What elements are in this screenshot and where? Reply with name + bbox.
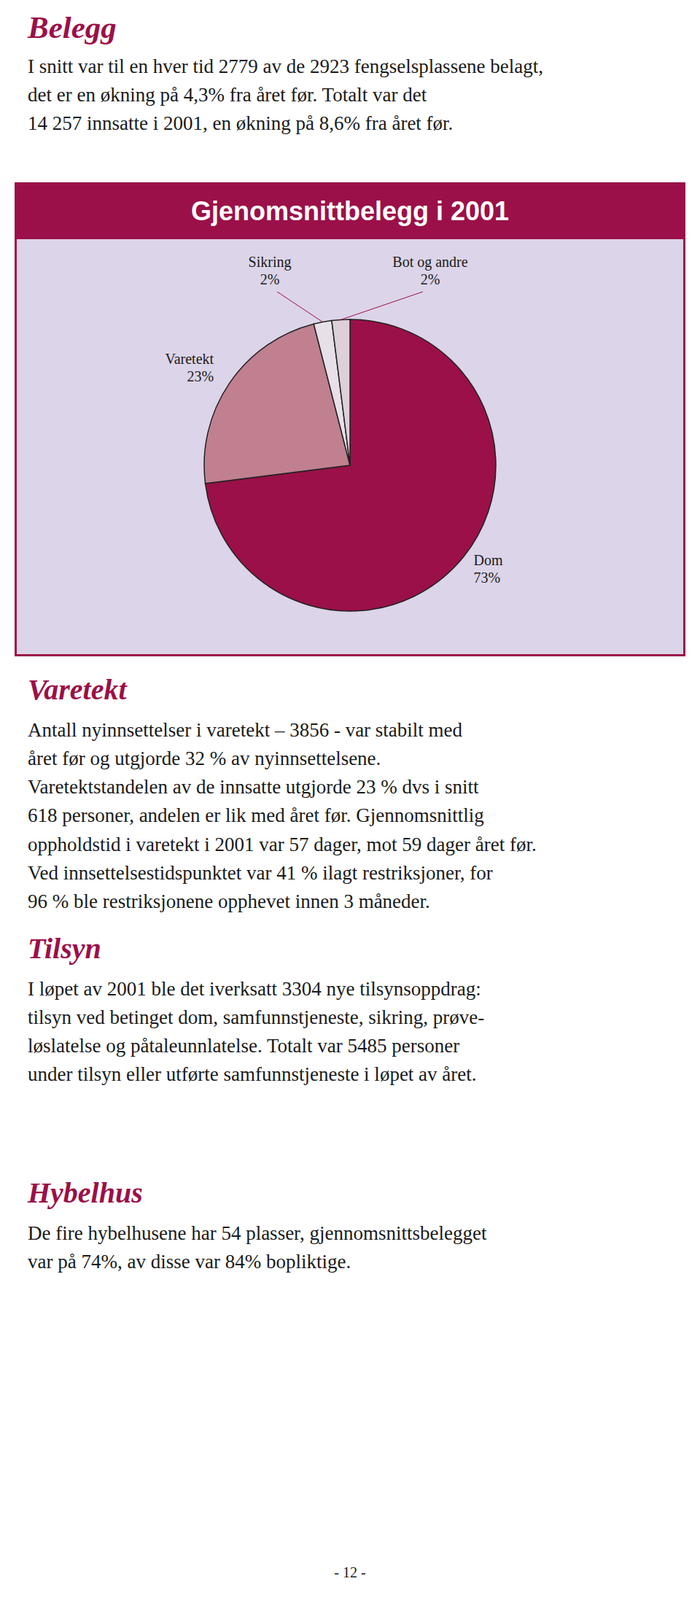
- slice-label: Dom: [473, 551, 504, 569]
- text-line: De fire hybelhusene har 54 plasser, gjen…: [27, 1219, 673, 1248]
- text-line: året før og utgjorde 32 % av nyinnsettel…: [27, 744, 673, 773]
- leader-line: [277, 291, 324, 323]
- slice-label: Bot og andre: [392, 253, 468, 271]
- text-line: løslatelse og påtaleunnlatelse. Totalt v…: [27, 1031, 673, 1061]
- leader-line: [340, 291, 423, 320]
- text-line: var på 74%, av disse var 84% bopliktige.: [27, 1247, 673, 1277]
- text-line: I snitt var til en hver tid 2779 av de 2…: [27, 52, 673, 81]
- text-line: I løpet av 2001 ble det iverksatt 3304 n…: [27, 974, 673, 1004]
- text-line: oppholdstid i varetekt i 2001 var 57 dag…: [27, 830, 673, 859]
- slice-label: Sikring: [248, 253, 292, 271]
- text-line: 618 personer, andelen er lik med året fø…: [27, 801, 673, 830]
- belegg-text: I snitt var til en hver tid 2779 av de 2…: [27, 52, 673, 138]
- chart-title: Gjenomsnittbelegg i 2001: [191, 196, 509, 227]
- slice-value-label: 2%: [420, 271, 441, 288]
- chart-background: [16, 183, 685, 656]
- text-line: det er en økning på 4,3% fra året før. T…: [27, 80, 673, 110]
- section-3-text: I løpet av 2001 ble det iverksatt 3304 n…: [27, 974, 673, 1090]
- text-line: under tilsyn eller utførte samfunnstjene…: [27, 1060, 673, 1089]
- section-2-heading: Varetekt: [27, 673, 673, 706]
- belegg-heading: Belegg: [27, 10, 673, 45]
- slice-label: Varetekt: [164, 350, 214, 367]
- pie-slice: [331, 319, 350, 466]
- title-bar: [14, 182, 686, 240]
- footer: - 12 -: [27, 1564, 673, 1581]
- text-line: 14 257 innsatte i 2001, en økning på 8,6…: [27, 109, 673, 138]
- slice-value-label: 2%: [260, 271, 280, 288]
- chart-container: Gjenomsnittbelegg i 2001 Dom73% Varetekt23…: [14, 182, 686, 660]
- text-line: Ved innsettelsestidspunktet var 41 % ila…: [27, 858, 673, 888]
- section-4-heading: Hybelhus: [27, 1176, 673, 1209]
- text-line: tilsyn ved betinget dom, samfunnstjenest…: [27, 1003, 673, 1032]
- slice-value-label: 73%: [473, 569, 501, 586]
- section-2-text: Antall nyinnsettelser i varetekt – 3856 …: [27, 716, 673, 916]
- chart: Gjenomsnittbelegg i 2001 Dom73% Varetekt23…: [14, 182, 686, 657]
- section-3-heading: Tilsyn: [27, 932, 673, 965]
- slice-value-label: 23%: [186, 368, 214, 385]
- text-line: Varetektstandelen av de innsatte utgjord…: [27, 772, 673, 802]
- text-line: Antall nyinnsettelser i varetekt – 3856 …: [27, 716, 673, 745]
- text-line: 96 % ble restriksjonene opphevet innen 3…: [27, 887, 673, 916]
- section-4-text: De fire hybelhusene har 54 plasser, gjen…: [27, 1219, 673, 1277]
